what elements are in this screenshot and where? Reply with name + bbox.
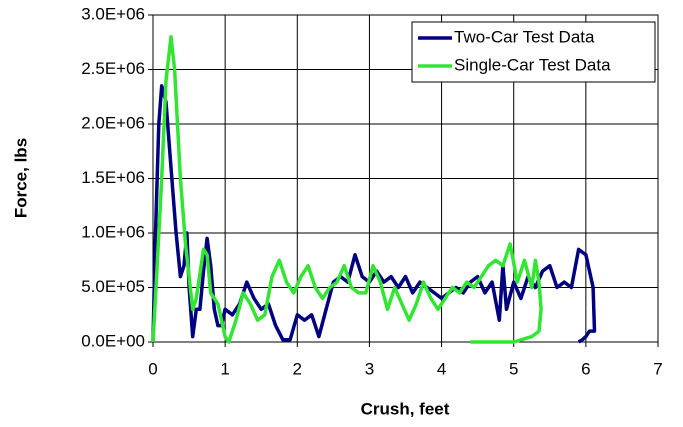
y-tick-label: 5.0E+05	[81, 277, 145, 296]
plot-frame	[152, 14, 659, 343]
x-tick-label: 2	[293, 359, 302, 378]
x-tick-label: 5	[509, 359, 518, 378]
series-line	[151, 35, 543, 344]
x-tick-label: 6	[581, 359, 590, 378]
y-axis-label: Force, lbs	[11, 138, 30, 218]
legend-label: Single-Car Test Data	[454, 55, 611, 74]
y-tick-label: 1.0E+06	[81, 222, 145, 241]
legend-label: Two-Car Test Data	[454, 27, 595, 46]
y-tick-label: 1.5E+06	[81, 168, 145, 187]
y-tick-label: 2.0E+06	[81, 113, 145, 132]
x-tick-label: 1	[220, 359, 229, 378]
y-tick-label: 3.0E+06	[81, 4, 145, 23]
x-tick-label: 0	[148, 359, 157, 378]
y-tick-label: 2.5E+06	[81, 59, 145, 78]
series-line	[151, 84, 597, 344]
x-tick-label: 3	[365, 359, 374, 378]
legend-box	[411, 21, 656, 83]
x-tick-label: 4	[437, 359, 446, 378]
x-axis-label: Crush, feet	[361, 399, 450, 418]
y-tick-label: 0.0E+00	[81, 331, 145, 350]
x-tick-label: 7	[653, 359, 662, 378]
